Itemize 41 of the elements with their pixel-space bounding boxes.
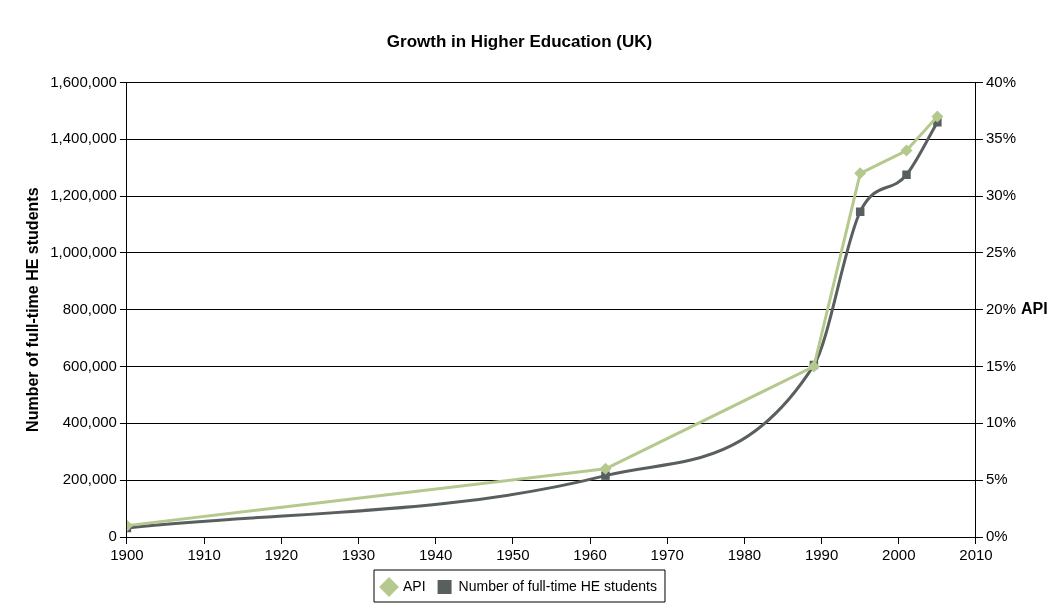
x-tick-label: 1910 <box>187 546 221 564</box>
y-tick-label: 800,000 <box>62 299 117 317</box>
y2-axis-title: API <box>1021 300 1048 318</box>
y-tick-label: 1,000,000 <box>50 243 117 261</box>
y2-tick-label: 5% <box>985 470 1008 488</box>
y-tick-label: 1,200,000 <box>50 186 117 204</box>
y2-tick-label: 0% <box>985 527 1008 545</box>
x-tick-label: 1940 <box>418 546 453 564</box>
point <box>902 170 911 179</box>
point <box>900 144 913 157</box>
y-tick-label: 0 <box>108 527 117 545</box>
x-tick-label: 1980 <box>727 546 762 564</box>
legend-label: API <box>403 577 426 594</box>
x-tick-label: 1970 <box>650 546 684 564</box>
x-tick-label: 1960 <box>573 546 607 564</box>
x-tick-label: 1920 <box>264 546 298 564</box>
chart-title: Growth in Higher Education (UK) <box>386 31 653 51</box>
y2-tick-label: 40% <box>985 72 1017 90</box>
point <box>931 110 944 123</box>
x-tick-label: 2010 <box>959 546 993 564</box>
x-tick-label: 2000 <box>882 546 916 564</box>
y-axis-title: Number of full-time HE students <box>24 187 42 432</box>
y-tick-label: 200,000 <box>62 470 117 488</box>
point <box>599 462 612 475</box>
legend-label: Number of full-time HE students <box>458 577 657 594</box>
y-tick-label: 1,600,000 <box>50 72 117 90</box>
x-tick-label: 1950 <box>496 546 530 564</box>
y2-tick-label: 10% <box>985 413 1017 431</box>
y-tick-label: 1,400,000 <box>50 129 117 147</box>
y2-tick-label: 25% <box>985 243 1017 261</box>
x-tick-label: 1990 <box>804 546 839 564</box>
y-tick-label: 600,000 <box>62 356 117 374</box>
x-tick-label: 1930 <box>341 546 376 564</box>
x-tick-label: 1900 <box>110 546 144 564</box>
y2-tick-label: 20% <box>985 299 1017 317</box>
point <box>855 207 865 216</box>
y2-tick-label: 30% <box>985 186 1017 204</box>
y-tick-label: 400,000 <box>62 413 117 431</box>
y2-tick-label: 15% <box>985 356 1017 374</box>
point <box>854 167 867 180</box>
y2-tick-label: 35% <box>985 129 1017 147</box>
